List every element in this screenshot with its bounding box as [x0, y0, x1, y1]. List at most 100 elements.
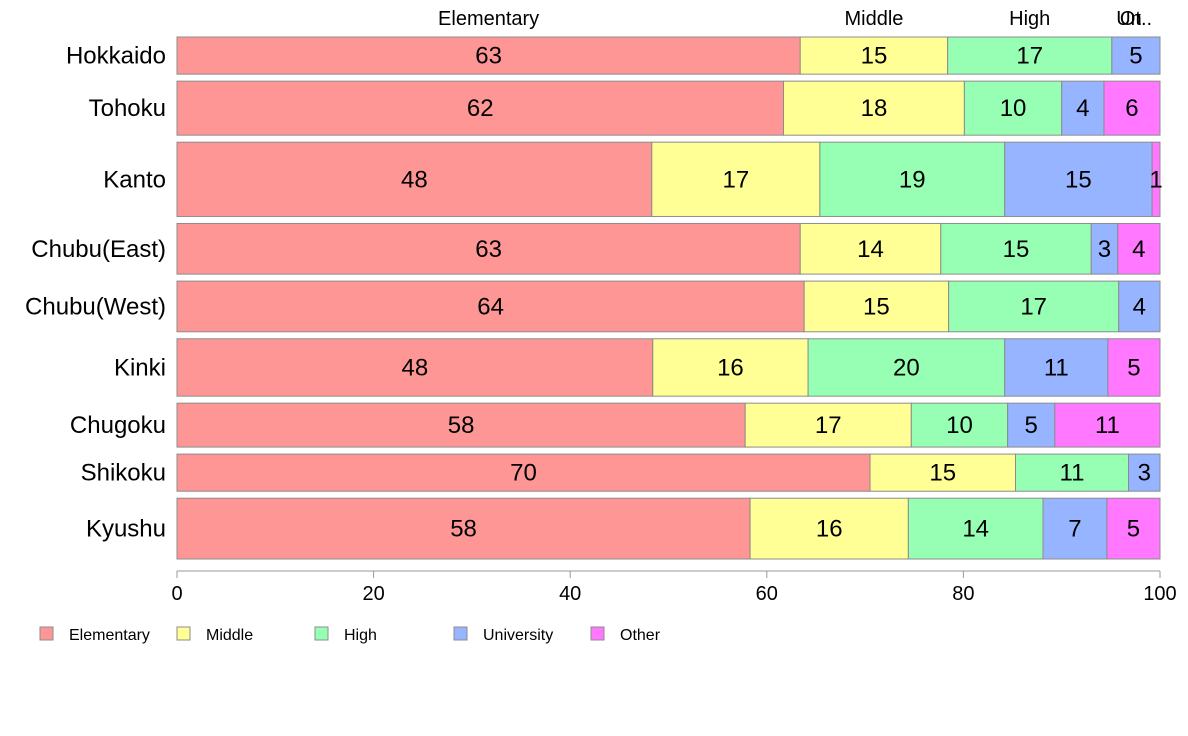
data-label: 15 — [1003, 236, 1030, 263]
data-label: 58 — [450, 516, 477, 543]
data-label: 16 — [717, 354, 744, 381]
legend-swatch — [176, 626, 191, 641]
data-label: 3 — [1138, 460, 1151, 487]
data-label: 15 — [863, 293, 890, 320]
bar-segment — [1107, 338, 1161, 397]
data-label: 10 — [1000, 95, 1027, 122]
category-label-chugoku: Chugoku — [70, 412, 166, 439]
bar-segment — [749, 497, 909, 560]
column-label: Ot.. — [1120, 8, 1152, 30]
bar-segment — [176, 141, 653, 217]
bar-segment — [910, 402, 1009, 448]
bar-segment — [744, 402, 912, 448]
bar-segment — [176, 80, 785, 136]
bar-segment — [819, 141, 1006, 217]
bar-segment — [1111, 36, 1161, 75]
data-label: 5 — [1025, 412, 1038, 439]
column-label: Elementary — [438, 8, 539, 30]
bar-segment — [1103, 80, 1161, 136]
category-label-kinki: Kinki — [114, 354, 166, 381]
bar-segment — [1128, 453, 1161, 492]
data-label: 3 — [1098, 236, 1111, 263]
legend-label: Elementary — [69, 627, 150, 644]
legend-swatch — [453, 626, 468, 641]
column-label: Un — [1116, 8, 1142, 30]
category-label-hokkaido: Hokkaido — [66, 43, 166, 70]
data-label: 5 — [1127, 516, 1140, 543]
bar-segment — [963, 80, 1063, 136]
data-label: 16 — [816, 516, 843, 543]
data-label: 6 — [1125, 95, 1138, 122]
column-label: Middle — [844, 8, 903, 30]
legend-swatch — [39, 626, 54, 641]
data-label: 15 — [861, 43, 888, 70]
data-label: 11 — [1095, 412, 1120, 439]
x-tick-label: 20 — [362, 583, 384, 605]
data-label: 15 — [1065, 166, 1092, 193]
data-label: 17 — [1016, 43, 1043, 70]
x-tick-label: 0 — [171, 583, 182, 605]
data-label: 17 — [1020, 293, 1047, 320]
bar-segment — [1007, 402, 1056, 448]
bar-segment — [1054, 402, 1161, 448]
x-tick-label: 80 — [952, 583, 974, 605]
column-label: High — [1009, 8, 1050, 30]
data-label: 4 — [1076, 95, 1089, 122]
category-label-chubu-west-: Chubu(West) — [25, 293, 166, 320]
data-label: 63 — [475, 236, 502, 263]
bar-segment — [1151, 141, 1161, 217]
bar-segment — [1118, 280, 1161, 333]
data-label: 10 — [946, 412, 973, 439]
bar-segment — [799, 222, 942, 275]
data-label: 19 — [899, 166, 926, 193]
x-tick-label: 60 — [756, 583, 778, 605]
bar-segment — [1061, 80, 1105, 136]
bar-segment — [799, 36, 949, 75]
data-label: 11 — [1044, 354, 1069, 381]
legend-label: Other — [620, 627, 661, 644]
data-label: 48 — [402, 354, 429, 381]
category-label-shikoku: Shikoku — [81, 460, 166, 487]
data-label: 17 — [722, 166, 749, 193]
bar-segment — [176, 453, 871, 492]
data-label: 64 — [477, 293, 504, 320]
bar-segment — [176, 36, 801, 75]
data-label: 70 — [510, 460, 537, 487]
legend-swatch — [314, 626, 329, 641]
bar-segment — [947, 36, 1113, 75]
category-label-chubu-east-: Chubu(East) — [31, 236, 166, 263]
data-label: 5 — [1127, 354, 1140, 381]
bar-segment — [176, 497, 751, 560]
bar-segment — [1117, 222, 1161, 275]
legend-label: High — [344, 627, 377, 644]
bar-segment — [1106, 497, 1161, 560]
bar-segment — [783, 80, 965, 136]
data-label: 5 — [1129, 43, 1142, 70]
bar-segment — [807, 338, 1006, 397]
bar-segment — [652, 338, 809, 397]
bar-segment — [176, 402, 746, 448]
legend-label: Middle — [206, 627, 253, 644]
category-label-kyushu: Kyushu — [86, 516, 166, 543]
bar-segment — [1004, 141, 1153, 217]
data-label: 20 — [893, 354, 920, 381]
data-label: 17 — [815, 412, 842, 439]
bar-segment — [176, 280, 805, 333]
x-tick-label: 100 — [1143, 583, 1176, 605]
data-label: 7 — [1068, 516, 1081, 543]
data-label: 48 — [401, 166, 428, 193]
data-label: 62 — [467, 95, 494, 122]
data-label: 63 — [475, 43, 502, 70]
bar-segment — [176, 222, 801, 275]
legend-label: University — [483, 627, 553, 644]
legend-swatch — [590, 626, 605, 641]
bar-segment — [869, 453, 1016, 492]
data-label: 4 — [1132, 236, 1145, 263]
category-label-tohoku: Tohoku — [89, 95, 166, 122]
data-label: 4 — [1133, 293, 1146, 320]
data-label: 11 — [1060, 460, 1085, 487]
x-tick-label: 40 — [559, 583, 581, 605]
data-label: 14 — [857, 236, 884, 263]
bar-segment — [907, 497, 1044, 560]
